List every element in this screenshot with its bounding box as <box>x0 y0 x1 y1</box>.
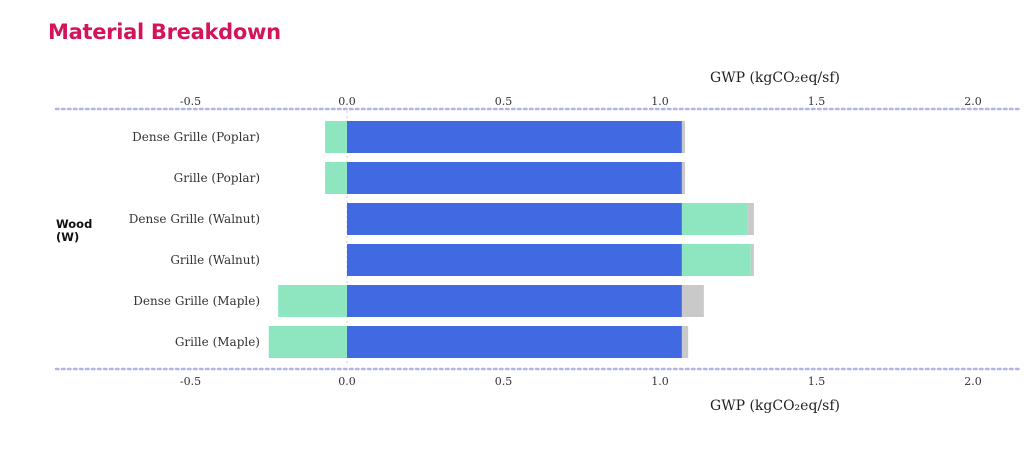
bar-segment-negative <box>278 285 347 317</box>
x-tick-label-bottom: 2.0 <box>964 375 982 388</box>
bar-segment-end <box>681 162 686 194</box>
x-tick-label-top: 2.0 <box>964 95 982 108</box>
x-tick-labels-bottom: -0.50.00.51.01.52.02.53.03.54.0 <box>180 375 982 388</box>
bar-segment-end <box>681 285 704 317</box>
x-axis-title-top: GWP (kgCO₂eq/sf) <box>710 70 840 86</box>
x-tick-labels-top: -0.50.00.51.01.52.02.53.03.54.0 <box>180 95 982 108</box>
bars <box>268 121 754 358</box>
row-label: Dense Grille (Poplar) <box>132 130 260 144</box>
x-tick-label-bottom: 1.5 <box>808 375 826 388</box>
page-title: Material Breakdown <box>48 20 281 44</box>
row-label: Grille (Walnut) <box>170 253 260 267</box>
bar-segment-base <box>347 244 682 276</box>
x-tick-label-top: -0.5 <box>180 95 201 108</box>
bar-segment-extra <box>681 203 748 235</box>
bar-segment-base <box>347 121 682 153</box>
x-tick-label-top: 0.0 <box>338 95 356 108</box>
x-axis-title-bottom: GWP (kgCO₂eq/sf) <box>710 398 840 414</box>
x-tick-label-top: 1.0 <box>651 95 669 108</box>
bar-segment-negative <box>325 121 347 153</box>
bar-segment-base <box>347 162 682 194</box>
x-tick-label-bottom: -0.5 <box>180 375 201 388</box>
bar-segment-end <box>681 326 689 358</box>
x-tick-label-top: 1.5 <box>808 95 826 108</box>
bar-segment-negative <box>268 326 347 358</box>
row-labels: Dense Grille (Poplar) Grille (Poplar) Dens… <box>129 130 260 349</box>
row-label: Dense Grille (Walnut) <box>129 212 260 226</box>
group-label-wood: Wood (W) <box>56 217 93 244</box>
bar-segment-negative <box>325 162 347 194</box>
bar-segment-base <box>347 326 682 358</box>
bar-segment-base <box>347 203 682 235</box>
x-tick-label-bottom: 0.5 <box>495 375 513 388</box>
row-label: Grille (Poplar) <box>174 171 260 185</box>
bar-segment-base <box>347 285 682 317</box>
x-tick-label-bottom: 0.0 <box>338 375 356 388</box>
bar-segment-end <box>750 244 754 276</box>
bar-segment-extra <box>681 244 751 276</box>
bar-segment-end <box>747 203 754 235</box>
row-label: Dense Grille (Maple) <box>133 294 260 308</box>
x-tick-label-top: 0.5 <box>495 95 513 108</box>
x-tick-label-bottom: 1.0 <box>651 375 669 388</box>
row-label: Grille (Maple) <box>175 335 260 349</box>
bar-segment-end <box>681 121 686 153</box>
